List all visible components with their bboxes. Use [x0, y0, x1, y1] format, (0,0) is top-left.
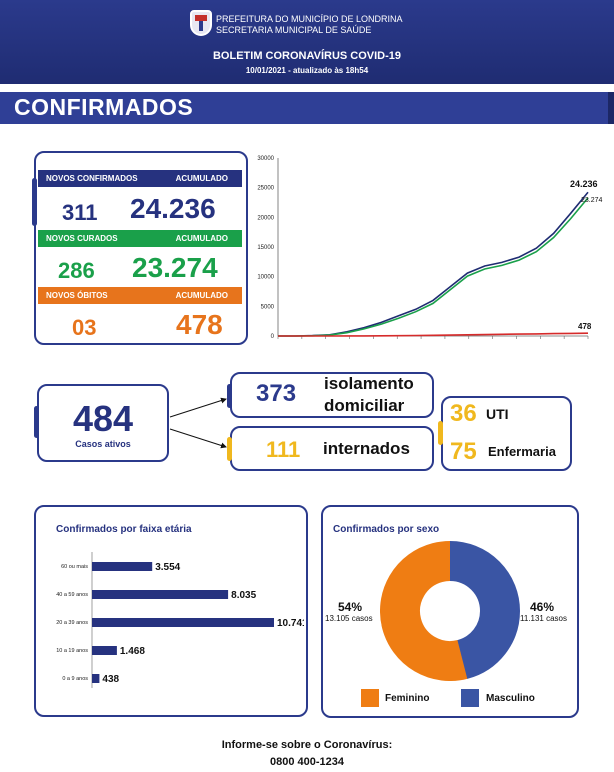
deaths-acc-label: ACUMULADO — [175, 291, 228, 300]
new-cured-value: 286 — [58, 258, 95, 283]
series-end-label-0: 24.236 — [570, 179, 598, 189]
cumulative-line-chart: 0 5000 10000 15000 20000 25000 30000 24.236 23.2… — [257, 156, 603, 340]
cured-label: NOVOS CURADOS — [46, 234, 118, 243]
y-tick-label: 25000 — [257, 186, 274, 192]
age-category-label: 0 a 9 anos — [62, 676, 88, 682]
age-category-label: 10 a 19 anos — [56, 648, 88, 654]
arrow-to-isolation — [169, 397, 227, 418]
age-bar-chart: 60 ou mais 3.554 40 a 59 anos 8.035 20 a 39 … — [56, 552, 304, 688]
series-line-2 — [278, 332, 589, 337]
donut-slice-male — [380, 541, 520, 681]
total-confirmed-value: 24.236 — [130, 193, 216, 224]
legend-swatch-male — [461, 689, 479, 707]
isolation-label-line1: isolamento — [324, 374, 414, 393]
confirmed-label: NOVOS CONFIRMADOS — [46, 174, 138, 183]
age-bar — [92, 562, 153, 571]
summary-accent-bar — [32, 178, 37, 226]
age-bar — [92, 646, 117, 655]
series-line-1 — [278, 197, 589, 337]
y-tick-label: 15000 — [257, 245, 274, 251]
age-category-label: 20 a 39 anos — [56, 620, 88, 626]
legend-label-female: Feminino — [385, 693, 430, 704]
series-end-label-2: 478 — [578, 322, 592, 331]
footer-phone: 0800 400-1234 — [269, 756, 344, 768]
age-category-label: 40 a 59 anos — [56, 592, 88, 598]
age-bar — [92, 674, 100, 683]
age-value-label: 3.554 — [155, 562, 180, 573]
y-tick-label: 5000 — [261, 304, 275, 310]
cured-header-bar: NOVOS CURADOS ACUMULADO — [38, 230, 242, 247]
hospitalized-accent-bar — [227, 437, 232, 461]
ward-label: Enfermaria — [488, 444, 556, 459]
isolation-label-line2: domiciliar — [324, 396, 405, 415]
age-bar — [92, 590, 229, 599]
footer-info-text: Informe-se sobre o Coronavírus: — [221, 739, 393, 751]
age-category-label: 60 ou mais — [61, 564, 88, 570]
sex-donut-chart — [380, 541, 520, 681]
age-value-label: 8.035 — [231, 590, 256, 601]
hospital-accent-bar — [438, 421, 443, 445]
bulletin-title: BOLETIM CORONAVÍRUS COVID-19 — [212, 50, 402, 62]
cured-acc-label: ACUMULADO — [175, 234, 228, 243]
confirmed-header-bar: NOVOS CONFIRMADOS ACUMULADO — [38, 170, 242, 187]
y-tick-label: 30000 — [257, 156, 274, 162]
female-cases: 13.105 casos — [325, 614, 373, 623]
active-cases-label: Casos ativos — [75, 439, 131, 449]
uti-label: UTI — [486, 406, 509, 422]
age-chart-title: Confirmados por faixa etária — [56, 524, 192, 535]
y-tick-label: 10000 — [257, 275, 274, 281]
legend-label-male: Masculino — [486, 693, 535, 704]
sex-chart-title: Confirmados por sexo — [333, 524, 440, 535]
active-cases-card — [37, 384, 169, 462]
new-confirmed-value: 311 — [62, 200, 98, 225]
deaths-label: NOVOS ÓBITOS — [46, 291, 108, 300]
active-cases-value: 484 — [72, 398, 134, 439]
male-percent: 46% — [530, 600, 555, 614]
age-chart-card — [34, 505, 308, 717]
bulletin-date: 10/01/2021 - atualizado às 18h54 — [245, 66, 369, 75]
age-value-label: 10.741 — [277, 618, 304, 629]
new-deaths-value: 03 — [72, 315, 97, 340]
section-banner — [0, 92, 614, 124]
series-end-label-1: 23.274 — [581, 197, 603, 204]
age-value-label: 438 — [102, 674, 119, 685]
arrow-to-hospitalized — [169, 428, 227, 449]
bulletin-header — [0, 0, 614, 84]
deaths-header-bar: NOVOS ÓBITOS ACUMULADO — [38, 287, 242, 304]
section-title: CONFIRMADOS — [14, 94, 194, 120]
female-percent: 54% — [338, 600, 363, 614]
donut-hole — [421, 582, 479, 640]
city-crest-icon — [190, 10, 212, 36]
total-cured-value: 23.274 — [132, 252, 218, 283]
org-name-line1: PREFEITURA DO MUNICÍPIO DE LONDRINA — [216, 14, 403, 24]
y-tick-label: 0 — [271, 334, 275, 340]
isolation-accent-bar — [227, 384, 232, 408]
legend-swatch-female — [361, 689, 379, 707]
male-cases: 11.131 casos — [520, 614, 567, 623]
org-name-line2: SECRETARIA MUNICIPAL DE SAÚDE — [216, 25, 372, 35]
isolation-value: 373 — [256, 380, 297, 407]
ward-value: 75 — [450, 438, 477, 465]
age-bar — [92, 618, 274, 627]
sex-chart-card — [321, 505, 579, 718]
active-accent-bar — [34, 406, 39, 438]
age-value-label: 1.468 — [120, 646, 145, 657]
hospitalized-value: 111 — [266, 437, 301, 462]
confirmed-acc-label: ACUMULADO — [175, 174, 228, 183]
hospitalized-label: internados — [323, 439, 410, 458]
uti-value: 36 — [450, 400, 477, 427]
series-line-0 — [278, 191, 589, 337]
breakdown-arrows — [169, 397, 227, 449]
total-deaths-value: 478 — [176, 309, 223, 340]
y-tick-label: 20000 — [257, 215, 274, 221]
